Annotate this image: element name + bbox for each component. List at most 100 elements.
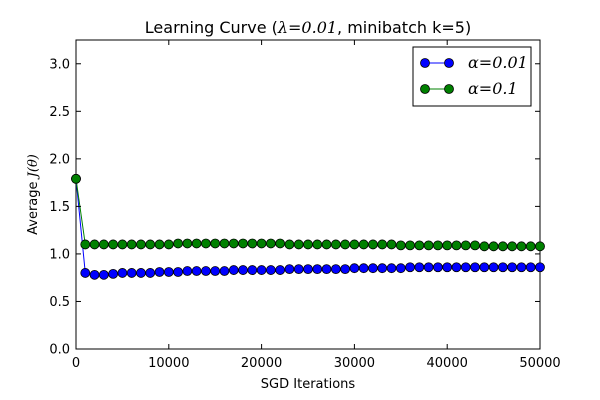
- data-point: [423, 262, 434, 273]
- data-point: [265, 238, 276, 249]
- data-point: [460, 240, 471, 251]
- data-point: [525, 262, 536, 273]
- legend: α=0.01 α=0.1: [412, 46, 532, 107]
- data-point: [321, 239, 332, 250]
- legend-entry-alpha-0.01: α=0.01: [420, 53, 528, 72]
- data-point: [256, 238, 267, 249]
- data-point: [460, 262, 471, 273]
- data-point: [433, 240, 443, 251]
- data-point: [219, 266, 230, 276]
- data-point: [284, 239, 295, 250]
- data-point: [136, 268, 146, 278]
- data-point: [368, 239, 378, 250]
- series-layer: [71, 173, 545, 280]
- data-point: [247, 265, 258, 275]
- series-alpha-0.01: [71, 173, 545, 280]
- y-tick-label: 3.0: [49, 57, 70, 72]
- data-point: [275, 238, 286, 249]
- y-tick-label: 0.0: [49, 343, 70, 358]
- data-point: [210, 266, 221, 276]
- data-point: [535, 262, 545, 273]
- data-point: [182, 238, 193, 249]
- data-point: [182, 266, 193, 276]
- data-point: [98, 239, 109, 250]
- data-point: [126, 268, 137, 278]
- data-point: [275, 265, 286, 275]
- data-point: [303, 264, 313, 275]
- data-point: [108, 239, 119, 250]
- x-tick-label: 10000: [148, 356, 189, 371]
- data-point: [191, 238, 202, 249]
- data-point: [358, 239, 369, 250]
- data-point: [470, 240, 480, 251]
- data-point: [117, 239, 128, 250]
- data-point: [210, 238, 221, 249]
- data-point: [349, 263, 360, 274]
- data-point: [154, 239, 165, 250]
- data-point: [414, 240, 425, 251]
- data-point: [145, 239, 156, 250]
- data-point: [89, 269, 100, 280]
- data-point: [497, 262, 508, 273]
- data-point: [414, 262, 425, 273]
- y-tick-label: 2.5: [49, 105, 70, 120]
- data-point: [405, 240, 415, 251]
- data-point: [71, 173, 81, 184]
- data-point: [145, 268, 156, 278]
- data-point: [507, 262, 518, 273]
- x-tick-label: 50000: [519, 356, 560, 371]
- data-point: [479, 241, 490, 252]
- data-point: [163, 239, 174, 250]
- data-point: [154, 267, 165, 277]
- data-point: [507, 241, 518, 252]
- data-point: [173, 267, 183, 277]
- data-point: [377, 239, 388, 250]
- data-point: [89, 239, 100, 250]
- data-point: [340, 239, 351, 250]
- series-alpha-0.1: [71, 173, 545, 252]
- data-point: [312, 239, 323, 250]
- data-point: [293, 264, 304, 275]
- data-point: [117, 268, 128, 278]
- data-point: [395, 263, 406, 274]
- data-point: [405, 262, 415, 273]
- data-point: [136, 239, 146, 250]
- legend-box: [412, 46, 532, 107]
- data-point: [386, 263, 397, 274]
- data-point: [303, 239, 313, 250]
- data-point: [108, 268, 119, 279]
- data-point: [228, 265, 239, 275]
- legend-marker-alpha-0.01: [420, 58, 430, 68]
- data-point: [442, 262, 453, 273]
- chart-title: Learning Curve (λ=0.01, minibatch k=5): [145, 18, 471, 37]
- data-point: [330, 264, 341, 275]
- data-point: [358, 263, 369, 274]
- data-point: [219, 238, 230, 249]
- data-point: [321, 264, 332, 275]
- legend-marker-alpha-0.1: [420, 84, 430, 94]
- data-point: [191, 266, 202, 276]
- data-point: [284, 264, 295, 275]
- data-point: [330, 239, 341, 250]
- y-tick-label: 0.5: [49, 295, 70, 310]
- data-point: [238, 238, 248, 249]
- data-point: [451, 262, 462, 273]
- x-tick-label: 30000: [334, 356, 375, 371]
- y-axis-label: Average J(θ): [26, 154, 41, 235]
- data-point: [340, 264, 351, 275]
- data-point: [98, 269, 109, 280]
- data-point: [423, 240, 434, 251]
- data-point: [433, 262, 443, 273]
- data-point: [377, 263, 388, 274]
- data-point: [349, 239, 360, 250]
- x-tick-label: 20000: [241, 356, 282, 371]
- data-point: [488, 241, 499, 252]
- data-point: [516, 241, 527, 252]
- data-point: [535, 241, 545, 252]
- legend-label-alpha-0.01: α=0.01: [468, 53, 528, 72]
- x-axis-label: SGD Iterations: [261, 377, 356, 392]
- data-point: [368, 263, 378, 274]
- data-point: [256, 265, 267, 275]
- data-point: [497, 241, 508, 252]
